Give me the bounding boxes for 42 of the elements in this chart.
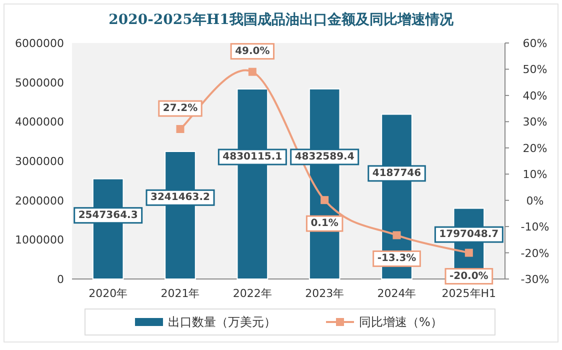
- y2-tick-label: 50%: [522, 63, 548, 76]
- data-label: 3241463.2: [150, 192, 210, 204]
- legend-label: 同比增速（%）: [359, 315, 442, 329]
- y2-tick-label: 20%: [522, 142, 548, 155]
- y-tick-label: 2000000: [15, 194, 64, 208]
- data-label: 4187746: [372, 168, 422, 179]
- data-label: -20.0%: [449, 270, 488, 282]
- y-tick-label: 3000000: [15, 155, 64, 168]
- y-tick-label: 6000000: [15, 37, 64, 50]
- x-tick-label: 2023年: [305, 287, 344, 300]
- x-tick-label: 2024年: [377, 287, 416, 300]
- x-tick-label: 2025年H1: [442, 287, 496, 300]
- chart-title: 2020-2025年H1我国成品油出口金额及同比增速情况: [108, 11, 454, 28]
- y-tick-label: 1000000: [15, 234, 64, 247]
- data-label: 2547364.3: [78, 210, 138, 221]
- data-label: 1797048.7: [439, 229, 499, 240]
- y2-tick-label: 10%: [522, 168, 548, 182]
- data-label: 4830115.1: [222, 152, 282, 163]
- point: [248, 68, 256, 76]
- point: [464, 248, 473, 257]
- y-tick-label: 5000000: [15, 76, 64, 90]
- y2-tick-label: 30%: [522, 116, 548, 129]
- x-tick-label: 2021年: [160, 287, 200, 300]
- point: [176, 125, 184, 134]
- y2-tick-label: 0%: [526, 194, 544, 208]
- y2-tick-label: 40%: [522, 89, 548, 102]
- point: [320, 196, 329, 204]
- data-label: -13.3%: [377, 253, 416, 264]
- data-label: 49.0%: [235, 46, 270, 57]
- y2-tick-label: -30%: [520, 273, 550, 286]
- y2-tick-label: 60%: [522, 37, 548, 50]
- data-label: 0.1%: [310, 218, 338, 230]
- y-tick-label: 0: [57, 273, 64, 286]
- y2-tick-label: -20%: [520, 246, 550, 260]
- data-label: 4832589.4: [294, 151, 354, 162]
- y2-tick-label: -10%: [520, 220, 550, 234]
- data-label: 27.2%: [162, 103, 198, 114]
- y-tick-label: 4000000: [15, 116, 64, 129]
- x-tick-label: 2022年: [232, 287, 272, 300]
- point: [392, 231, 401, 240]
- legend-label: 出口数量（万美元）: [168, 315, 276, 329]
- x-tick-label: 2020年: [88, 287, 128, 300]
